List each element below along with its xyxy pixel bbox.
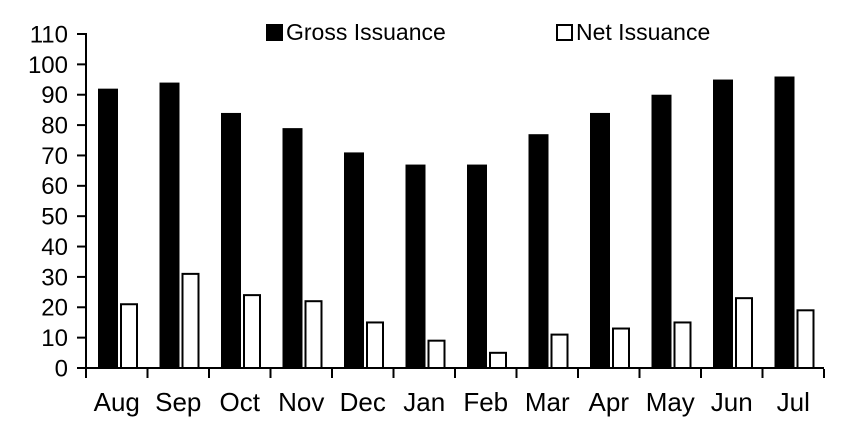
legend-item-net-issuance: Net Issuance xyxy=(556,19,711,45)
bar-net-oct xyxy=(243,294,261,369)
bar-gross-may xyxy=(651,94,672,369)
x-axis-label-apr: Apr xyxy=(589,387,630,417)
bar-gross-jul xyxy=(774,76,795,368)
y-axis-label-90: 90 xyxy=(41,82,68,109)
y-axis-label-80: 80 xyxy=(41,112,68,139)
bar-net-jan xyxy=(427,339,446,370)
bar-net-apr xyxy=(612,327,630,370)
y-axis-label-60: 60 xyxy=(41,173,68,200)
y-axis-label-20: 20 xyxy=(41,295,68,322)
bar-gross-dec xyxy=(344,152,364,368)
y-axis-label-50: 50 xyxy=(41,204,68,231)
bar-gross-feb xyxy=(467,164,487,368)
legend-label-net-issuance: Net Issuance xyxy=(576,19,711,45)
bar-gross-jan xyxy=(405,164,426,368)
y-axis-label-100: 100 xyxy=(28,52,68,79)
net-issuance-swatch-icon xyxy=(556,24,573,42)
x-axis-label-aug: Aug xyxy=(94,387,140,417)
x-axis-label-jan: Jan xyxy=(403,387,445,417)
y-axis-label-110: 110 xyxy=(30,21,68,48)
bar-gross-jun xyxy=(713,79,733,368)
bar-gross-apr xyxy=(590,112,610,368)
bar-gross-nov xyxy=(282,128,303,368)
gross-issuance-swatch-icon xyxy=(266,24,283,42)
legend-item-gross-issuance: Gross Issuance xyxy=(266,19,446,45)
x-axis-label-may: May xyxy=(646,387,695,417)
bar-net-nov xyxy=(304,300,323,370)
bar-net-feb xyxy=(489,351,507,369)
bar-net-jun xyxy=(735,297,753,369)
y-axis-label-40: 40 xyxy=(41,234,68,261)
bar-gross-aug xyxy=(98,88,118,369)
bar-net-dec xyxy=(366,321,384,370)
x-axis-label-jul: Jul xyxy=(777,387,810,417)
x-axis-label-sep: Sep xyxy=(155,387,201,417)
y-axis-label-0: 0 xyxy=(55,355,68,382)
y-axis-label-30: 30 xyxy=(41,264,68,291)
x-axis-label-oct: Oct xyxy=(220,387,261,417)
x-axis-label-jun: Jun xyxy=(711,387,753,417)
bar-net-sep xyxy=(181,272,200,370)
bar-gross-mar xyxy=(528,134,549,368)
x-axis-label-feb: Feb xyxy=(463,387,508,417)
x-axis-label-mar: Mar xyxy=(525,387,570,417)
bar-net-aug xyxy=(120,303,138,369)
y-axis-label-10: 10 xyxy=(41,325,68,352)
bar-net-jul xyxy=(796,309,815,369)
x-axis-label-nov: Nov xyxy=(278,387,324,417)
bar-gross-oct xyxy=(221,112,241,368)
bar-gross-sep xyxy=(159,82,180,368)
x-axis-label-dec: Dec xyxy=(340,387,386,417)
bar-net-mar xyxy=(550,333,569,370)
bar-net-may xyxy=(673,321,692,370)
y-axis-label-70: 70 xyxy=(41,143,68,170)
legend-label-gross-issuance: Gross Issuance xyxy=(286,19,446,45)
